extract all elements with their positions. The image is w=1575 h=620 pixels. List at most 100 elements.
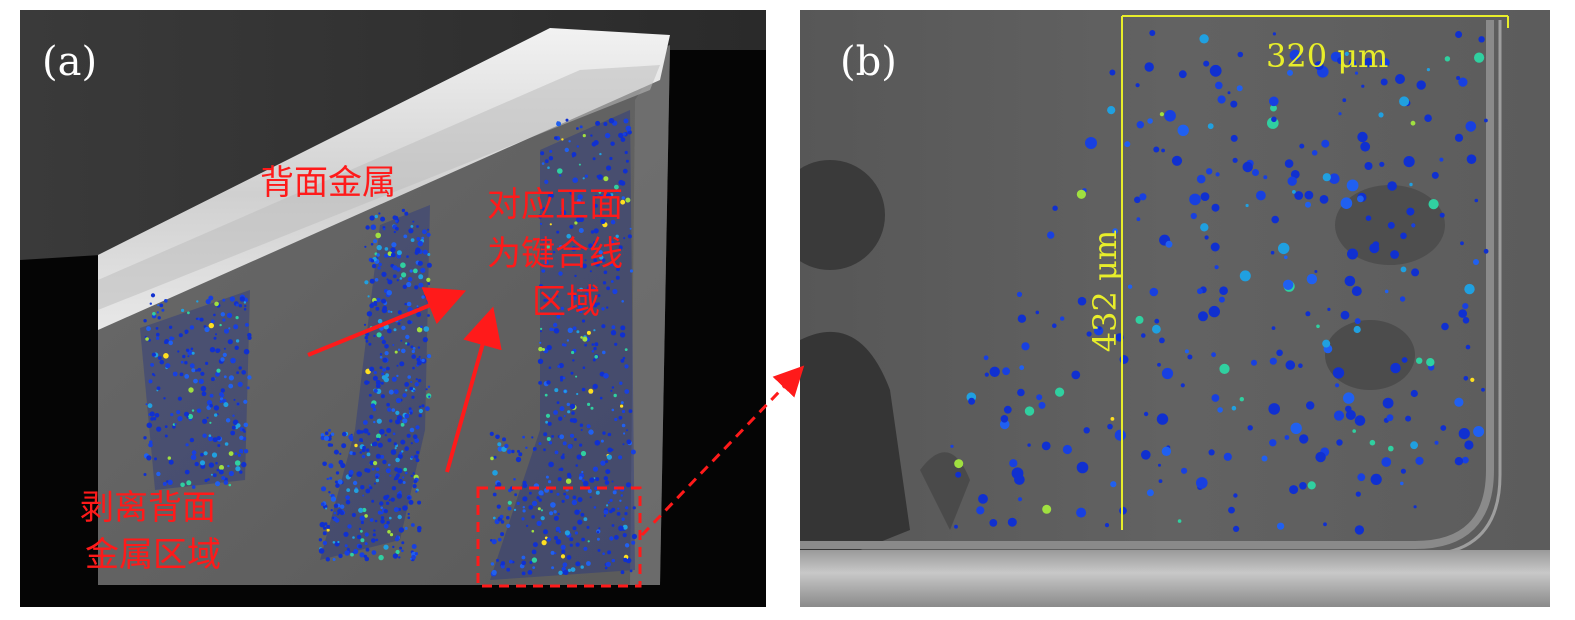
emission-speckle xyxy=(614,342,618,346)
emission-hotspot xyxy=(1232,157,1238,163)
emission-speckle xyxy=(393,442,397,446)
emission-speckle xyxy=(373,388,378,393)
emission-speckle xyxy=(557,365,561,368)
emission-speckle xyxy=(211,452,218,458)
emission-speckle xyxy=(239,470,243,474)
emission-speckle xyxy=(543,529,548,535)
emission-speckle xyxy=(410,380,413,384)
emission-speckle xyxy=(614,417,618,422)
emission-speckle xyxy=(394,447,397,450)
emission-speckle xyxy=(598,213,602,217)
emission-speckle xyxy=(386,366,390,371)
emission-speckle xyxy=(415,490,418,493)
emission-speckle xyxy=(208,295,214,301)
dark-blob-3 xyxy=(920,452,970,530)
emission-speckle xyxy=(427,314,430,317)
emission-speckle xyxy=(371,538,376,543)
emission-speckle xyxy=(221,476,226,480)
emission-speckle xyxy=(236,402,240,406)
emission-speckle xyxy=(213,313,216,317)
emission-speckle xyxy=(412,484,417,489)
emission-speckle xyxy=(599,152,602,156)
emission-speckle xyxy=(415,378,418,381)
emission-hotspot xyxy=(1002,367,1010,376)
emission-speckle xyxy=(579,125,583,129)
emission-speckle xyxy=(326,477,329,481)
emission-speckle xyxy=(576,217,582,223)
emission-speckle xyxy=(187,413,193,420)
emission-speckle xyxy=(531,529,535,533)
emission-speckle xyxy=(407,276,413,282)
emission-speckle xyxy=(490,456,494,461)
scale-height-label: 432 μm xyxy=(1086,229,1124,353)
emission-speckle xyxy=(365,547,370,552)
emission-speckle xyxy=(218,469,224,475)
emission-speckle xyxy=(572,177,578,183)
emission-hotspot xyxy=(1463,376,1469,381)
emission-hotspot xyxy=(1416,357,1423,364)
emission-speckle xyxy=(404,382,410,387)
emission-hotspot xyxy=(1206,168,1213,175)
emission-speckle xyxy=(575,375,578,378)
emission-speckle xyxy=(545,299,548,302)
emission-speckle xyxy=(570,433,574,438)
emission-speckle xyxy=(386,520,390,525)
emission-speckle xyxy=(405,471,408,475)
emission-speckle xyxy=(581,263,587,269)
emission-speckle xyxy=(415,248,421,254)
emission-speckle xyxy=(556,230,560,234)
emission-speckle xyxy=(387,320,391,324)
emission-speckle xyxy=(323,526,327,530)
emission-speckle xyxy=(236,423,241,428)
emission-hotspot xyxy=(1458,77,1468,87)
emission-speckle xyxy=(339,452,342,455)
emission-speckle xyxy=(387,438,392,443)
emission-hotspot xyxy=(1287,69,1293,76)
emission-hotspot xyxy=(1196,477,1208,489)
emission-speckle xyxy=(386,278,389,281)
emission-speckle xyxy=(373,461,378,466)
emission-hotspot xyxy=(1305,201,1311,208)
emission-speckle xyxy=(154,413,160,418)
emission-speckle xyxy=(591,343,595,346)
emission-hotspot xyxy=(1161,367,1174,380)
emission-speckle xyxy=(531,436,534,439)
emission-speckle xyxy=(593,329,596,332)
emission-speckle xyxy=(547,166,550,169)
emission-hotspot xyxy=(1473,426,1485,437)
emission-speckle xyxy=(594,486,598,491)
emission-speckle xyxy=(165,363,171,369)
emission-speckle xyxy=(331,516,335,519)
emission-speckle xyxy=(559,375,564,380)
emission-hotspot xyxy=(1215,172,1220,177)
emission-hotspot xyxy=(1199,34,1209,44)
emission-speckle xyxy=(320,486,327,492)
emission-hotspot xyxy=(1294,191,1304,200)
emission-speckle xyxy=(618,455,623,460)
emission-speckle xyxy=(360,520,364,525)
emission-speckle xyxy=(551,566,555,570)
emission-speckle xyxy=(569,224,574,229)
emission-hotspot xyxy=(1340,197,1353,209)
emission-speckle xyxy=(558,570,563,575)
emission-speckle xyxy=(325,557,330,562)
emission-speckle xyxy=(247,332,252,338)
emission-speckle xyxy=(380,381,384,385)
emission-speckle xyxy=(582,366,586,370)
emission-speckle xyxy=(607,447,613,453)
emission-speckle xyxy=(593,346,597,351)
emission-speckle xyxy=(145,403,148,406)
emission-speckle xyxy=(391,242,397,248)
emission-speckle xyxy=(402,481,406,484)
emission-speckle xyxy=(389,533,394,537)
emission-speckle xyxy=(416,450,420,455)
emission-speckle xyxy=(552,250,556,254)
emission-speckle xyxy=(418,408,423,414)
emission-speckle xyxy=(186,416,189,419)
emission-speckle xyxy=(157,316,161,320)
emission-speckle xyxy=(542,348,545,351)
emission-speckle xyxy=(495,434,500,440)
emission-speckle xyxy=(623,237,626,240)
bottom-band xyxy=(800,550,1550,607)
emission-speckle xyxy=(387,530,391,534)
